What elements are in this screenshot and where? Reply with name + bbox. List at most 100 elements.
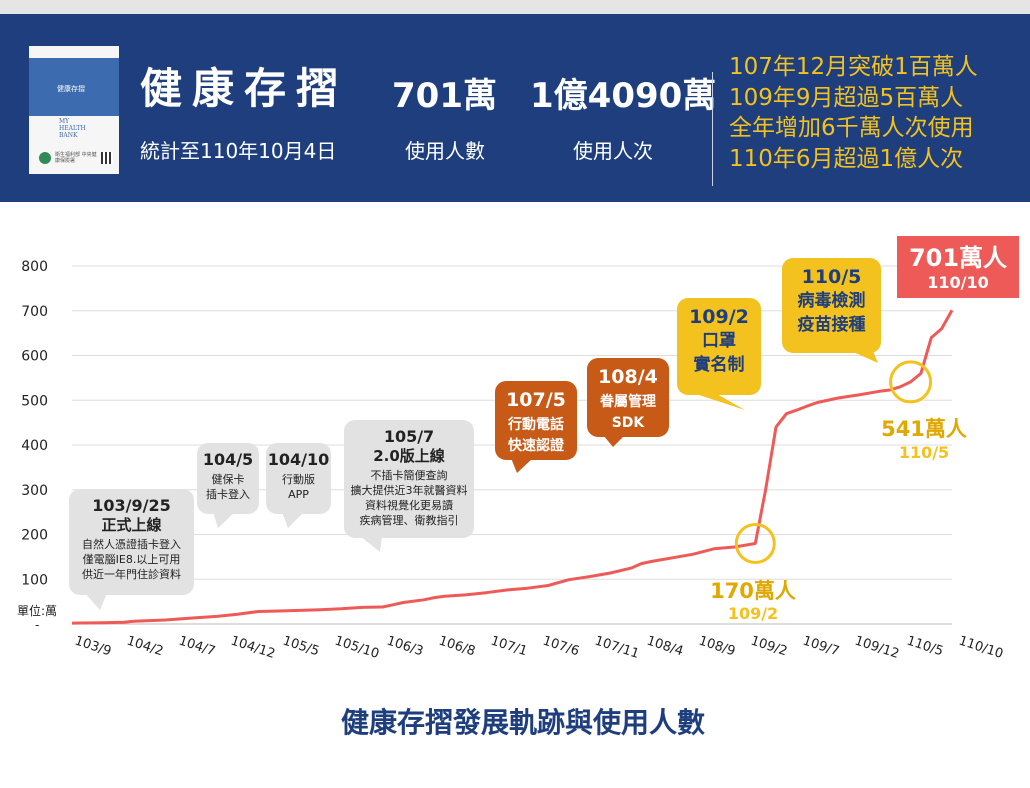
bubble-line: 不插卡簡便查詢 (371, 468, 448, 482)
usage-series-line (71, 309, 954, 625)
x-tick-label: 107/1 (489, 634, 529, 660)
x-tick-label: 106/3 (385, 634, 425, 660)
bubble-line: SDK (612, 415, 646, 431)
bubble-title: 110/5 (802, 266, 862, 288)
bubble-tail (851, 351, 878, 363)
y-tick-label: 600 (21, 349, 48, 365)
highlight-circle (734, 522, 776, 564)
bubble-line: 擴大提供近3年就醫資料 (351, 483, 468, 497)
bubble-line: 疫苗接種 (798, 314, 866, 335)
x-tick-label: 108/4 (645, 634, 685, 660)
x-tick-label: 104/12 (229, 634, 277, 662)
users-count: 701萬 (392, 76, 497, 116)
bubble-line: 病毒檢測 (798, 290, 866, 311)
bubble-title: 109/2 (689, 306, 749, 328)
x-tick-label: 109/7 (801, 634, 841, 660)
x-tick-label: 107/6 (541, 634, 581, 660)
booklet-title: 健康存摺 (57, 85, 85, 93)
health-bank-booklet: 健康存摺 MY HEALTH BANK 衛生福利部 中央健康保險署 (29, 46, 119, 174)
bubble-title: 105/7 (384, 427, 434, 446)
bubble-line: 眷屬管理 (599, 393, 656, 410)
bubble-line: 僅電腦IE8.以上可用 (83, 552, 181, 566)
booklet-footer: 衛生福利部 中央健康保險署 (55, 152, 97, 164)
bubble-line: 口罩 (702, 331, 736, 351)
bubble-line: 供近一年門住診資料 (82, 567, 181, 581)
top-strip (0, 0, 1030, 14)
bubble-title: 104/10 (268, 450, 330, 469)
callout-date: 110/5 (899, 443, 949, 462)
x-tick-label: 106/8 (437, 634, 477, 660)
bubble-line: 自然人憑證插卡登入 (82, 537, 181, 551)
bubble-tail (603, 435, 625, 447)
callout-value: 170萬人 (710, 579, 796, 603)
chart-annotations: 103/9/25正式上線自然人憑證插卡登入僅電腦IE8.以上可用供近一年門住診資… (69, 258, 881, 610)
x-tick-label: 110/5 (905, 634, 945, 660)
y-tick-label: 300 (21, 483, 48, 499)
callout-c2: 541萬人 110/5 (881, 360, 967, 462)
milestone-item: 全年增加6千萬人次使用 (729, 115, 974, 141)
x-tick-label: 107/11 (593, 634, 641, 662)
nhi-logo-icon (39, 152, 51, 164)
bubble-box (495, 381, 577, 460)
bubble-tail (282, 512, 304, 528)
annotation-bubble: 104/10 行動版 APP (266, 443, 331, 528)
y-tick-label: 200 (21, 528, 48, 544)
y-axis: 100 200 300 400 500 600 700 800 (21, 259, 48, 588)
bubble-box (677, 298, 761, 395)
y-tick-label: 800 (21, 259, 48, 275)
x-tick-label: 105/5 (281, 634, 321, 660)
x-tick-label: 104/2 (125, 634, 165, 660)
bubble-tail (85, 593, 107, 610)
x-tick-label: 110/10 (957, 634, 1005, 662)
bubble-subtitle: 正式上線 (101, 516, 161, 534)
header-divider (712, 72, 713, 186)
milestone-item: 107年12月突破1百萬人 (729, 54, 978, 80)
bubble-line: 快速認證 (508, 437, 565, 454)
x-tick-label: 104/7 (177, 634, 217, 660)
annotation-bubble: 105/72.0版上線不插卡簡便查詢擴大提供近3年就醫資料資料視覺化更易讀疾病管… (344, 420, 474, 552)
y-zero-label: - (35, 618, 39, 632)
bubble-box (266, 443, 331, 514)
uses-count: 1億4090萬 (530, 76, 717, 116)
qr-code-icon (101, 152, 113, 164)
app-title: 健康存摺 (140, 64, 349, 113)
uses-label: 使用人次 (573, 139, 653, 163)
bubble-box (69, 489, 194, 595)
users-label: 使用人數 (405, 139, 485, 163)
total-users-badge (897, 236, 1019, 298)
bubble-line: 資料視覺化更易讀 (365, 498, 453, 512)
badge-value: 701萬人 (909, 244, 1007, 272)
callout-date: 109/2 (728, 604, 778, 623)
annotation-bubble: 103/9/25正式上線自然人憑證插卡登入僅電腦IE8.以上可用供近一年門住診資… (69, 489, 194, 610)
bubble-tail (360, 536, 382, 552)
bubble-line: 疾病管理、衛教指引 (360, 513, 459, 527)
y-tick-label: 100 (21, 572, 48, 588)
x-axis: 103/9 104/2 104/7 104/12 105/5 105/10 106/3 106… (73, 634, 1005, 662)
y-tick-label: 500 (21, 393, 48, 409)
bubble-subtitle: 2.0版上線 (373, 447, 445, 465)
bubble-line: 插卡登入 (206, 487, 250, 501)
bubble-box (782, 258, 881, 353)
stat-date: 統計至110年10月4日 (140, 139, 337, 163)
bubble-line: 健保卡 (212, 472, 245, 486)
x-tick-label: 103/9 (73, 634, 113, 660)
y-unit-label: 單位:萬 (17, 603, 57, 618)
y-tick-label: 400 (21, 438, 48, 454)
bubble-box (587, 358, 669, 437)
bubble-line: 行動版 (282, 472, 315, 486)
highlight-circle (889, 360, 933, 404)
chart-series (71, 309, 954, 625)
bubble-title: 104/5 (203, 450, 253, 469)
bubble-title: 103/9/25 (92, 496, 170, 515)
chart-title: 健康存摺發展軌跡與使用人數 (341, 706, 705, 739)
bubble-title: 107/5 (506, 389, 566, 411)
bubble-line: 實名制 (694, 354, 745, 375)
x-tick-label: 109/2 (749, 634, 789, 660)
